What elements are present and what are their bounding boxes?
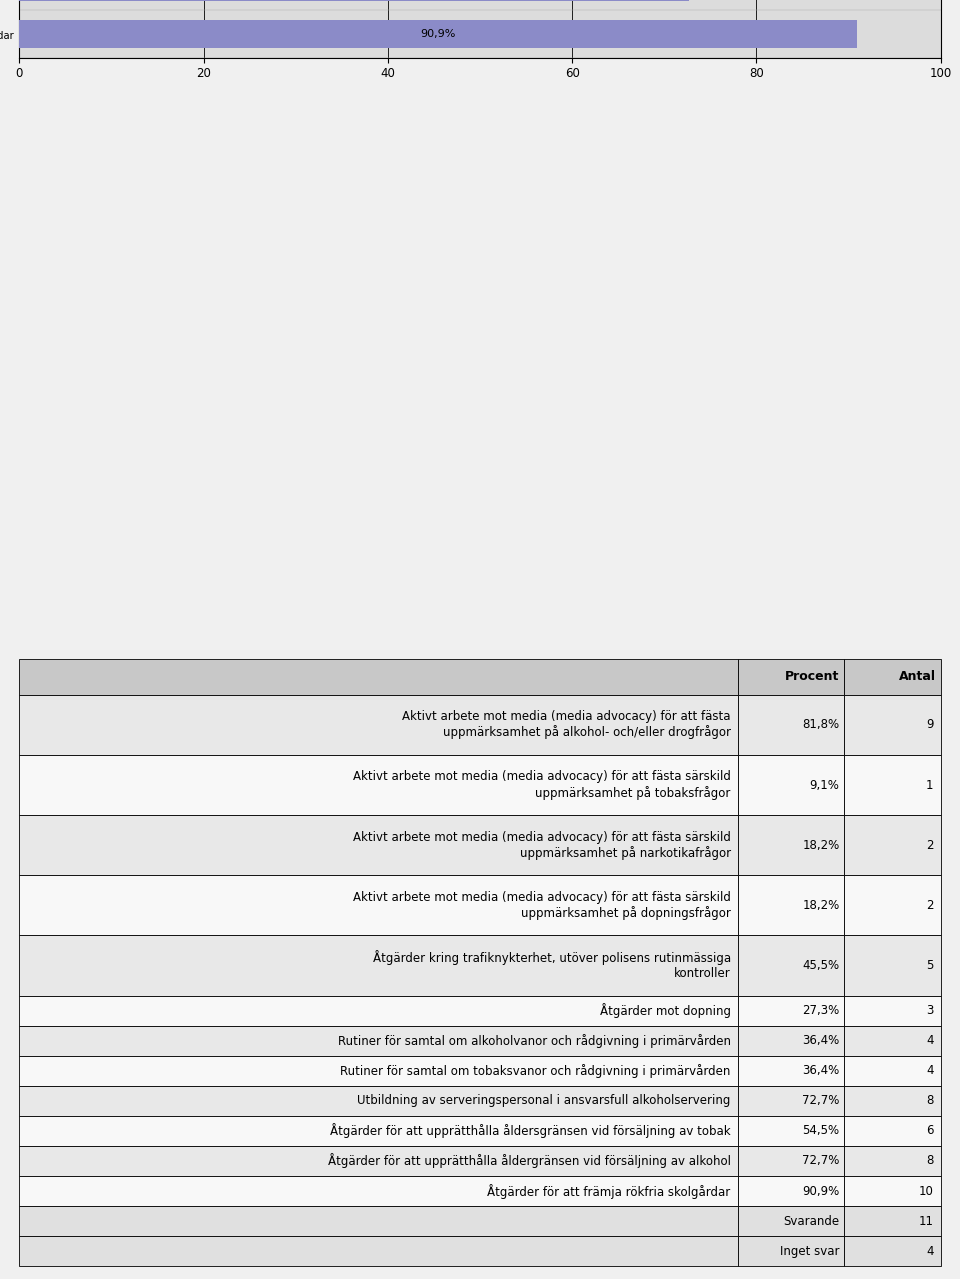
- Text: 1: 1: [926, 779, 933, 792]
- Bar: [19, 694, 738, 755]
- Bar: [738, 1146, 844, 1175]
- Bar: [844, 1236, 941, 1266]
- Text: Åtgärder för att upprätthålla åldersgränsen vid försäljning av tobak: Åtgärder för att upprätthålla åldersgrän…: [330, 1123, 731, 1138]
- Bar: [19, 1236, 738, 1266]
- Bar: [844, 659, 941, 694]
- Bar: [19, 1175, 738, 1206]
- Bar: [738, 1175, 844, 1206]
- Text: 54,5%: 54,5%: [803, 1124, 839, 1137]
- Text: Aktivt arbete mot media (media advocacy) för att fästa särskild
uppmärksamhet på: Aktivt arbete mot media (media advocacy)…: [353, 890, 731, 920]
- Text: Åtgärder för att upprätthålla åldergränsen vid försäljning av alkohol: Åtgärder för att upprätthålla åldergräns…: [327, 1154, 731, 1169]
- Text: Åtgärder för att främja rökfria skolgårdar: Åtgärder för att främja rökfria skolgård…: [488, 1183, 731, 1198]
- Bar: [844, 1146, 941, 1175]
- Bar: [19, 875, 738, 935]
- Bar: [738, 875, 844, 935]
- Bar: [844, 995, 941, 1026]
- Text: 72,7%: 72,7%: [802, 1095, 839, 1108]
- Bar: [844, 815, 941, 875]
- Text: Antal: Antal: [900, 670, 936, 683]
- Bar: [19, 815, 738, 875]
- Bar: [738, 694, 844, 755]
- Bar: [19, 1146, 738, 1175]
- Bar: [844, 875, 941, 935]
- Text: Utbildning av serveringspersonal i ansvarsfull alkoholservering: Utbildning av serveringspersonal i ansva…: [357, 1095, 731, 1108]
- Bar: [19, 659, 738, 694]
- Text: 18,2%: 18,2%: [803, 899, 839, 912]
- Text: Aktivt arbete mot media (media advocacy) för att fästa särskild
uppmärksamhet på: Aktivt arbete mot media (media advocacy)…: [353, 770, 731, 799]
- Text: 18,2%: 18,2%: [803, 839, 839, 852]
- Text: 4: 4: [926, 1064, 933, 1077]
- Bar: [844, 755, 941, 815]
- Text: 9: 9: [926, 719, 933, 732]
- Bar: [19, 1055, 738, 1086]
- Bar: [19, 1206, 738, 1236]
- Bar: [738, 995, 844, 1026]
- Text: 36,4%: 36,4%: [803, 1064, 839, 1077]
- Bar: [844, 935, 941, 995]
- Text: Aktivt arbete mot media (media advocacy) för att fästa
uppmärksamhet på alkohol-: Aktivt arbete mot media (media advocacy)…: [402, 710, 731, 739]
- Bar: [738, 1236, 844, 1266]
- Text: Inget svar: Inget svar: [780, 1244, 839, 1257]
- Text: 10: 10: [919, 1184, 933, 1197]
- Text: 4: 4: [926, 1035, 933, 1048]
- Text: 9,1%: 9,1%: [809, 779, 839, 792]
- Bar: [844, 1026, 941, 1055]
- Text: Åtgärder mot dopning: Åtgärder mot dopning: [600, 1003, 731, 1018]
- Bar: [738, 1026, 844, 1055]
- Bar: [844, 694, 941, 755]
- Text: 45,5%: 45,5%: [803, 959, 839, 972]
- Text: Rutiner för samtal om tobaksvanor och rådgivning i primärvården: Rutiner för samtal om tobaksvanor och rå…: [340, 1064, 731, 1078]
- Text: 36,4%: 36,4%: [803, 1035, 839, 1048]
- Bar: [844, 1086, 941, 1115]
- Bar: [19, 995, 738, 1026]
- Bar: [738, 1055, 844, 1086]
- Text: 8: 8: [926, 1095, 933, 1108]
- Bar: [738, 755, 844, 815]
- Text: 5: 5: [926, 959, 933, 972]
- Text: 2: 2: [926, 839, 933, 852]
- Bar: [19, 1026, 738, 1055]
- Text: 11: 11: [919, 1215, 933, 1228]
- Bar: [19, 755, 738, 815]
- Bar: [844, 1115, 941, 1146]
- Text: 72,7%: 72,7%: [802, 1155, 839, 1168]
- Text: 90,9%: 90,9%: [420, 29, 456, 38]
- Text: Procent: Procent: [785, 670, 839, 683]
- Text: Åtgärder kring trafiknykterhet, utöver polisens rutinmässiga
kontroller: Åtgärder kring trafiknykterhet, utöver p…: [372, 950, 731, 981]
- Text: Rutiner för samtal om alkoholvanor och rådgivning i primärvården: Rutiner för samtal om alkoholvanor och r…: [338, 1033, 731, 1048]
- Text: 2: 2: [926, 899, 933, 912]
- Bar: [738, 659, 844, 694]
- Bar: [738, 1206, 844, 1236]
- Text: Aktivt arbete mot media (media advocacy) för att fästa särskild
uppmärksamhet på: Aktivt arbete mot media (media advocacy)…: [353, 830, 731, 859]
- Bar: [844, 1055, 941, 1086]
- Text: 27,3%: 27,3%: [803, 1004, 839, 1017]
- Bar: [738, 1115, 844, 1146]
- Bar: [19, 1115, 738, 1146]
- Bar: [738, 935, 844, 995]
- Bar: [844, 1206, 941, 1236]
- Bar: [19, 1086, 738, 1115]
- Bar: [19, 935, 738, 995]
- Bar: [738, 1086, 844, 1115]
- Bar: [19, 19, 857, 49]
- Text: 3: 3: [926, 1004, 933, 1017]
- Text: 81,8%: 81,8%: [803, 719, 839, 732]
- Text: 8: 8: [926, 1155, 933, 1168]
- Bar: [844, 1175, 941, 1206]
- Text: Svarande: Svarande: [783, 1215, 839, 1228]
- Text: 90,9%: 90,9%: [803, 1184, 839, 1197]
- Bar: [738, 815, 844, 875]
- Text: 6: 6: [926, 1124, 933, 1137]
- Text: 4: 4: [926, 1244, 933, 1257]
